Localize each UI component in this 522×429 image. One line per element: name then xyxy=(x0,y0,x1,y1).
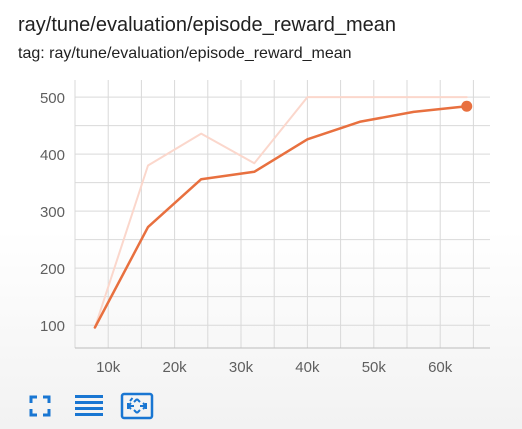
series-points xyxy=(461,100,473,112)
y-tick-label: 100 xyxy=(40,318,65,335)
chart-toolbar xyxy=(28,390,166,422)
x-tick-label: 60k xyxy=(428,359,453,376)
toggle-log-scale-button[interactable] xyxy=(74,393,104,419)
highlighted-data-point xyxy=(461,100,473,112)
y-tick-label: 500 xyxy=(40,90,65,107)
fit-domain-button[interactable] xyxy=(120,392,154,420)
x-tick-label: 40k xyxy=(295,359,320,376)
raw-series-line xyxy=(93,96,468,329)
x-tick-label: 30k xyxy=(229,359,254,376)
x-tick-label: 20k xyxy=(163,359,188,376)
y-tick-label: 200 xyxy=(40,261,65,278)
horizontal-gridlines xyxy=(75,96,490,349)
x-tick-label: 10k xyxy=(96,359,121,376)
y-axis-tick-labels: 100 200 300 400 500 xyxy=(40,90,65,335)
series-lines xyxy=(93,96,469,329)
chart-title: ray/tune/evaluation/episode_reward_mean xyxy=(18,14,397,36)
x-tick-label: 50k xyxy=(362,359,387,376)
toggle-log-scale-icon xyxy=(75,395,103,416)
x-axis-tick-labels: 10k 20k 30k 40k 50k 60k xyxy=(96,359,453,376)
fullscreen-button[interactable] xyxy=(28,394,52,418)
fit-domain-icon xyxy=(120,392,154,420)
line-chart[interactable]: 100 200 300 400 500 10k 20k 30k 40k 50k 60k xyxy=(0,0,522,390)
fullscreen-icon xyxy=(29,395,51,417)
smoothed-series-line xyxy=(93,104,469,329)
vertical-gridlines xyxy=(74,80,474,348)
y-tick-label: 400 xyxy=(40,147,65,164)
chart-tag-subtitle: tag: ray/tune/evaluation/episode_reward_… xyxy=(18,45,352,62)
y-tick-label: 300 xyxy=(40,204,65,221)
